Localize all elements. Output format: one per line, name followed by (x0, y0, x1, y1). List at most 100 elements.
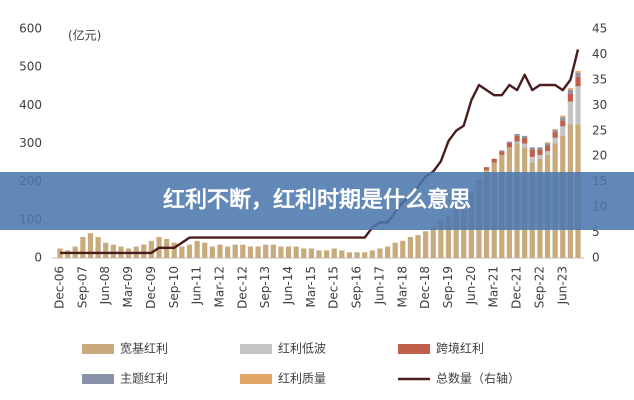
bar-segment (103, 242, 109, 258)
bar-segment (567, 88, 573, 91)
x-tick-label: Jun-14 (281, 266, 295, 305)
y-tick-label: 500 (19, 60, 42, 74)
bar-segment (567, 93, 573, 102)
bar-segment (202, 242, 208, 258)
bar-segment (514, 135, 520, 142)
bar-segment (499, 151, 505, 155)
bar-segment (247, 246, 254, 258)
bar-segment (224, 246, 231, 258)
bar-segment (316, 250, 322, 258)
bar-segment (491, 158, 497, 163)
legend-swatch (82, 344, 114, 354)
bar-segment (522, 143, 528, 148)
y-tick-label: 400 (19, 98, 42, 112)
bar-segment (209, 246, 215, 258)
bar-segment (567, 90, 573, 94)
bar-segment (87, 233, 94, 258)
bar-segment (415, 235, 421, 258)
x-tick-label: Mar-12 (212, 266, 226, 307)
bar-segment (560, 115, 566, 118)
bar-segment (278, 246, 284, 258)
bar-segment (499, 150, 505, 152)
x-tick-label: Sep-16 (350, 266, 364, 308)
bar-segment (179, 246, 185, 258)
x-tick-label: Sep-22 (532, 266, 546, 308)
bar-segment (186, 244, 193, 258)
bar-segment (339, 250, 345, 258)
banner (0, 172, 634, 230)
line-series (60, 49, 580, 255)
x-tick-label: Mar-21 (487, 266, 501, 307)
bar-segment (232, 244, 238, 258)
bar-segment (575, 86, 581, 125)
legend-label: 红利低波 (278, 341, 326, 356)
x-tick-label: Dec-09 (144, 266, 158, 309)
bar-segment (552, 130, 558, 133)
bar-segment (324, 250, 330, 258)
bar-segment (560, 117, 566, 121)
legend-swatch (240, 374, 272, 384)
x-tick-label: Sep-10 (167, 266, 181, 308)
banner-title: 红利不断，红利时期是什么意思 (163, 187, 471, 213)
y2-tick-label: 30 (592, 98, 607, 112)
y2-tick-label: 45 (592, 22, 607, 36)
legend-swatch (398, 344, 430, 354)
bar-segment (308, 248, 314, 258)
bar-segment (544, 151, 551, 155)
x-tick-label: Jun-11 (190, 266, 204, 305)
bar-segment (529, 147, 535, 150)
y-tick-label: 600 (19, 22, 42, 36)
bar-segment (194, 240, 200, 258)
unit-label: (亿元) (68, 28, 101, 43)
legend-label: 主题红利 (120, 371, 168, 386)
bar-segment (171, 242, 177, 258)
bar-segment (285, 246, 292, 258)
x-tick-label: Sep-19 (441, 266, 455, 308)
y-tick-label: 300 (19, 136, 42, 150)
x-tick-label: Mar-15 (304, 266, 318, 307)
y2-tick-label: 0 (592, 251, 600, 265)
bar-segment (537, 154, 543, 159)
bar-segment (575, 72, 581, 77)
bar-segment (217, 244, 223, 258)
bar-segment (407, 237, 414, 258)
bar-segment (537, 149, 543, 155)
bar-segment (506, 141, 513, 143)
x-tick-label: Dec-15 (327, 266, 341, 309)
bar-segment (544, 145, 551, 152)
bar-segment (514, 133, 520, 136)
bar-segment (575, 70, 581, 73)
bar-segment (529, 149, 535, 157)
bar-segment (430, 227, 436, 258)
x-tick-label: Dec-18 (418, 266, 432, 309)
legend-swatch (82, 374, 114, 384)
bar-segment (65, 250, 71, 258)
x-tick-label: Dec-12 (235, 266, 249, 309)
legend-label: 跨境红利 (436, 341, 484, 356)
bar-segment (148, 240, 155, 258)
bar-segment (392, 242, 398, 258)
bar-segment (453, 208, 459, 258)
bar-segment (270, 244, 276, 258)
bar-segment (293, 246, 299, 258)
x-tick-label: Jun-20 (464, 266, 478, 305)
bar-segment (110, 244, 116, 258)
x-tick-label: Mar-18 (395, 266, 409, 307)
bar-segment (331, 248, 337, 258)
bar-segment (362, 252, 368, 258)
bar-segment (514, 141, 520, 144)
legend-label: 红利质量 (278, 371, 326, 386)
bar-segment (384, 246, 391, 258)
bar-segment (346, 252, 353, 258)
bar-segment (560, 126, 566, 136)
x-tick-label: Jun-23 (555, 266, 569, 305)
legend-label: 宽基红利 (120, 341, 168, 356)
x-tick-label: Jun-17 (372, 266, 386, 305)
bar-segment (537, 147, 543, 150)
bar-segment (552, 132, 558, 138)
bar-segment (255, 246, 261, 258)
bar-segment (560, 120, 566, 127)
bar-segment (575, 76, 581, 87)
